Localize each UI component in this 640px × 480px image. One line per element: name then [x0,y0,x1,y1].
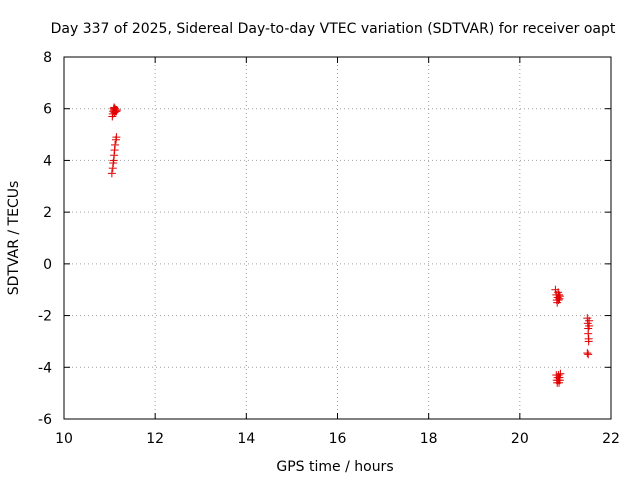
data-point [555,292,564,301]
data-point [584,337,593,346]
y-tick-label: 8 [43,50,52,66]
x-tick-label: 12 [146,431,164,447]
data-point [112,133,121,142]
data-point [584,350,593,359]
x-tick-label: 18 [420,431,438,447]
chart-title: Day 337 of 2025, Sidereal Day-to-day VTE… [51,21,616,37]
data-point [110,103,119,112]
data-points [107,103,594,387]
y-tick-label: 2 [43,205,52,221]
data-point [111,140,120,149]
data-point [107,169,116,178]
x-tick-label: 16 [329,431,347,447]
y-tick-label: -4 [38,360,52,376]
data-point [583,349,592,358]
y-tick-label: 0 [43,257,52,273]
x-tick-label: 14 [237,431,255,447]
x-axis-label: GPS time / hours [276,459,393,475]
y-tick-label: -6 [38,412,52,428]
x-tick-label: 10 [55,431,73,447]
y-tick-label: 4 [43,153,52,169]
y-tick-label: -2 [38,309,52,325]
grid [64,57,611,419]
data-point [556,369,565,378]
plot-frame [63,56,612,420]
x-tick-labels: 10 12 14 16 18 20 22 [55,431,620,447]
x-tick-label: 22 [602,431,620,447]
data-point [585,316,594,325]
y-tick-label: 6 [43,102,52,118]
y-tick-labels: 8 6 4 2 0 -2 -4 -6 [38,50,52,428]
x-tick-label: 20 [511,431,529,447]
y-axis-label: SDTVAR / TECUs [6,181,22,296]
